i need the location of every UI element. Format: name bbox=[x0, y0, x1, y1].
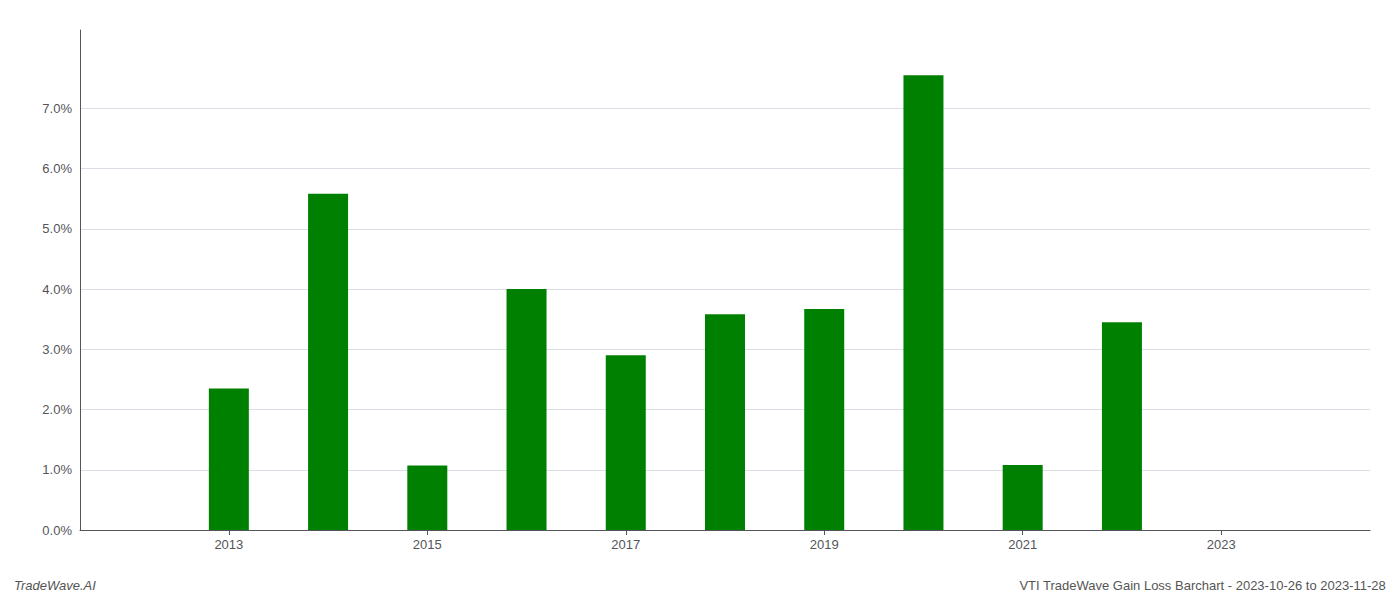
svg-text:TradeWave.AI: TradeWave.AI bbox=[14, 578, 96, 593]
svg-text:6.0%: 6.0% bbox=[42, 161, 72, 176]
svg-text:5.0%: 5.0% bbox=[42, 221, 72, 236]
svg-text:2013: 2013 bbox=[214, 537, 243, 552]
svg-text:2023: 2023 bbox=[1207, 537, 1236, 552]
svg-text:3.0%: 3.0% bbox=[42, 342, 72, 357]
svg-text:2015: 2015 bbox=[413, 537, 442, 552]
svg-text:1.0%: 1.0% bbox=[42, 462, 72, 477]
svg-text:7.0%: 7.0% bbox=[42, 101, 72, 116]
svg-text:2019: 2019 bbox=[810, 537, 839, 552]
svg-text:2.0%: 2.0% bbox=[42, 402, 72, 417]
svg-text:0.0%: 0.0% bbox=[42, 523, 72, 538]
svg-text:VTI TradeWave Gain Loss Barcha: VTI TradeWave Gain Loss Barchart - 2023-… bbox=[1019, 578, 1385, 593]
svg-text:4.0%: 4.0% bbox=[42, 282, 72, 297]
svg-text:2017: 2017 bbox=[611, 537, 640, 552]
svg-text:2021: 2021 bbox=[1008, 537, 1037, 552]
